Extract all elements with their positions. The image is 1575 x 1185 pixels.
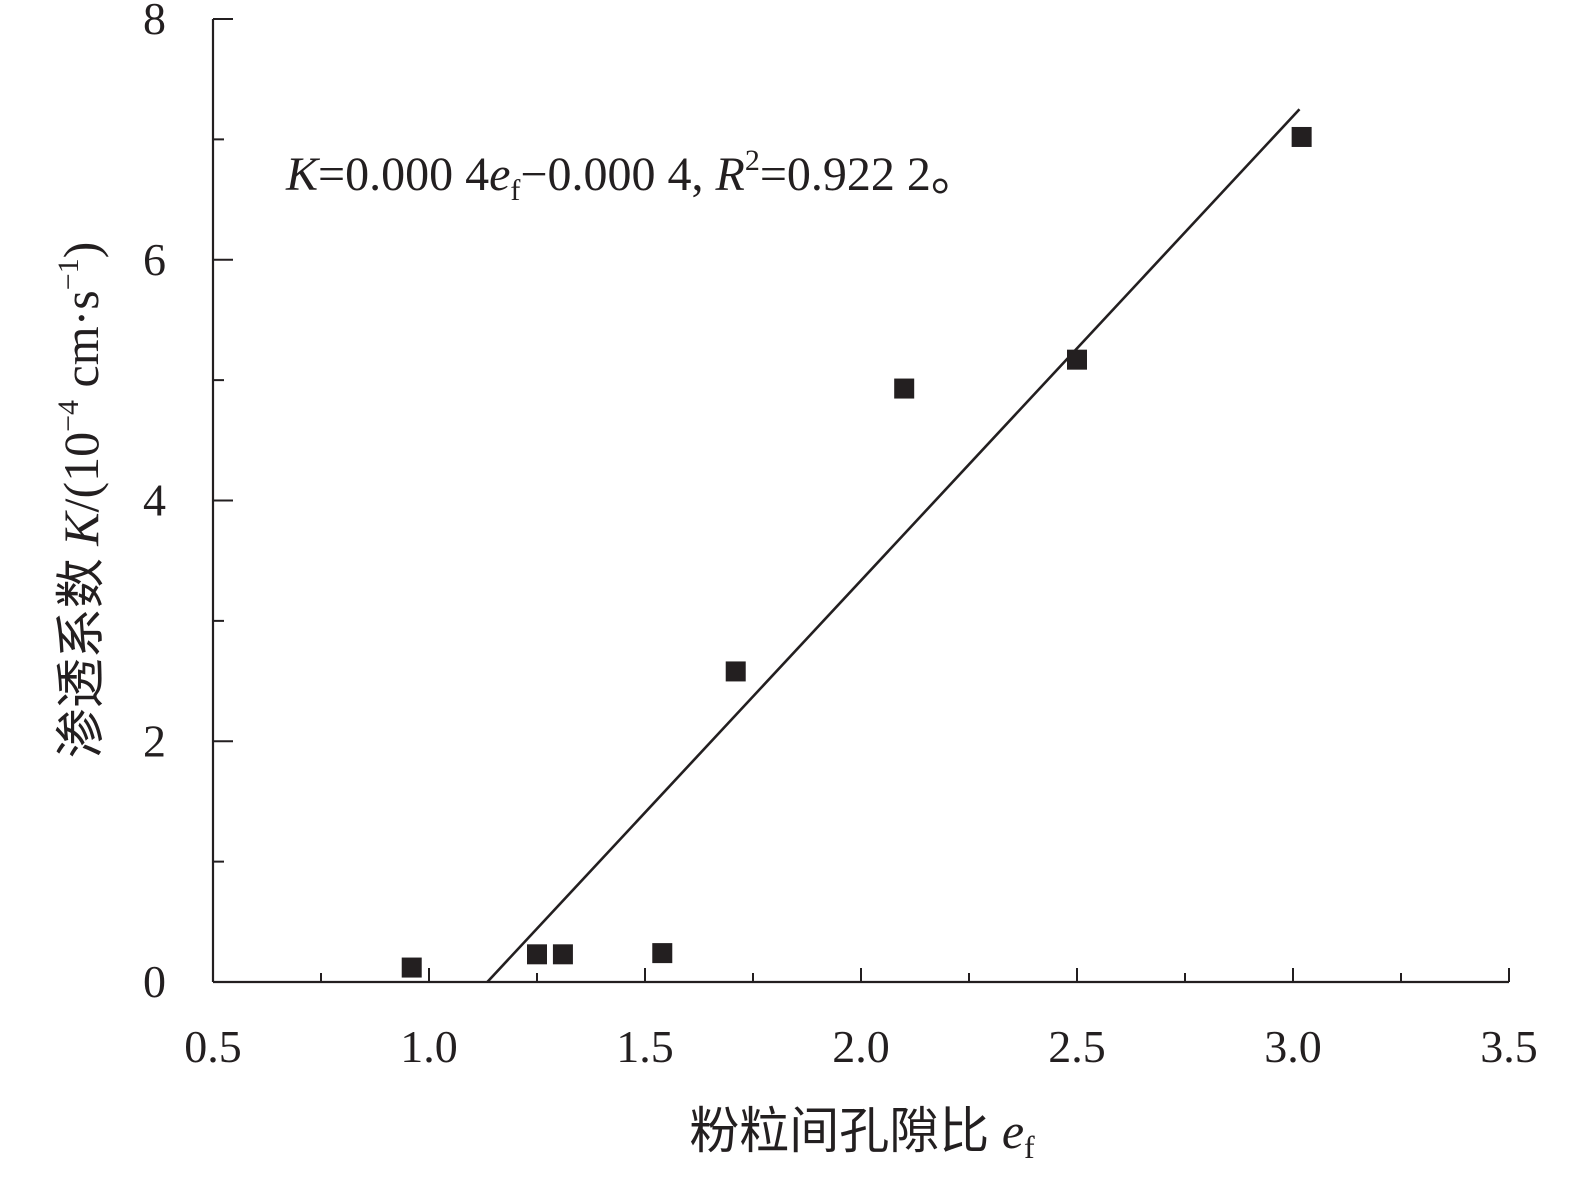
x-tick-label: 2.0 (832, 1021, 890, 1072)
y-title-close: ) (53, 242, 109, 259)
x-tick-label: 0.5 (184, 1021, 242, 1072)
data-point (725, 661, 746, 682)
ticks (213, 18, 1510, 982)
y-tick-label: 8 (143, 0, 166, 44)
fit-equation: K=0.000 4ef−0.000 4, R2=0.922 2。 (285, 144, 979, 207)
x-tick-label: 3.5 (1480, 1021, 1538, 1072)
x-title-text: 粉粒间孔隙比 (689, 1103, 1002, 1159)
y-title-exp: −4 (52, 400, 85, 432)
y-tick-label: 2 (143, 715, 166, 766)
eq-e-sub: f (510, 174, 520, 207)
y-title-var: K (53, 510, 109, 547)
eq-part-2: −0.000 4, (520, 148, 715, 201)
fit-line (486, 108, 1301, 983)
data-point (1067, 349, 1087, 370)
y-title-unit: cm·s (53, 290, 109, 400)
eq-k: K (285, 148, 321, 201)
data-point (652, 943, 673, 964)
data-point (552, 944, 573, 965)
y-tick-label: 0 (143, 956, 166, 1007)
eq-part-3: =0.922 2。 (760, 148, 979, 201)
y-title-unit-exp: −1 (52, 258, 85, 290)
x-axis-title: 粉粒间孔隙比 ef (689, 1103, 1035, 1165)
data-points (401, 126, 1312, 978)
data-point (1291, 126, 1312, 147)
x-title-var: e (1002, 1103, 1024, 1159)
x-tick-label: 1.0 (400, 1021, 458, 1072)
data-point (401, 957, 422, 978)
x-tick-label: 1.5 (616, 1021, 674, 1072)
y-title-text: 渗透系数 (53, 546, 109, 759)
y-title-mid: /(10 (53, 432, 109, 513)
x-title-sub: f (1024, 1129, 1035, 1165)
y-tick-label: 4 (143, 475, 166, 526)
eq-e: e (489, 148, 510, 201)
data-point (527, 944, 547, 965)
x-tick-label: 2.5 (1048, 1021, 1106, 1072)
y-tick-label: 6 (143, 234, 166, 285)
tick-labels: 0.5 1.0 1.5 2.0 2.5 3.0 3.5 0 2 4 6 8 (143, 0, 1538, 1072)
y-axis-title: 渗透系数 K/(10−4 cm·s−1) (52, 242, 109, 759)
eq-r-sup: 2 (745, 144, 760, 177)
eq-r: R (714, 148, 744, 201)
x-tick-label: 3.0 (1264, 1021, 1322, 1072)
eq-part-1: =0.000 4 (318, 148, 489, 201)
data-point (894, 378, 915, 399)
